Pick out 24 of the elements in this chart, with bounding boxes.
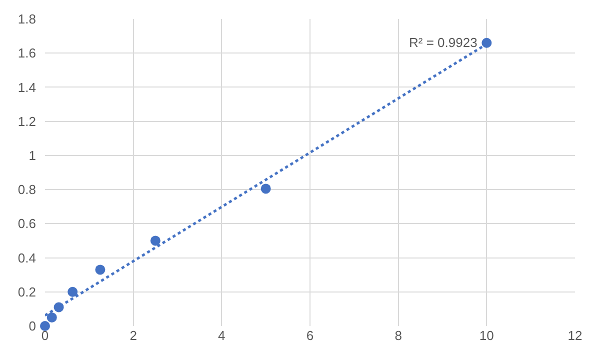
x-tick-label: 4 <box>218 328 226 343</box>
point <box>46 312 57 322</box>
x-tick-label: 2 <box>130 328 137 343</box>
point <box>68 286 78 297</box>
x-tick-label: 12 <box>568 328 582 343</box>
point <box>260 184 271 194</box>
x-tick-label: 6 <box>306 328 314 343</box>
y-tick-label: 1.8 <box>18 12 36 27</box>
y-tick-label: 1 <box>28 148 36 163</box>
y-tick-label: 1.4 <box>18 80 36 95</box>
y-tick-label: 0.4 <box>18 250 36 266</box>
y-tick-label: 1.6 <box>18 46 36 61</box>
point <box>482 38 492 48</box>
y-tick-label: 0.6 <box>18 216 36 232</box>
x-tick-label: 10 <box>479 328 494 343</box>
x-tick-label: 0 <box>41 328 49 343</box>
point <box>150 236 160 246</box>
y-tick-label: 0.2 <box>18 284 36 300</box>
y-tick-label: 1.2 <box>18 114 36 129</box>
point <box>95 264 106 275</box>
annotation: R² = 0.9923 <box>409 35 478 50</box>
y-tick-label: 0.8 <box>18 182 36 198</box>
x-tick-label: 8 <box>394 328 402 343</box>
point <box>40 321 50 331</box>
